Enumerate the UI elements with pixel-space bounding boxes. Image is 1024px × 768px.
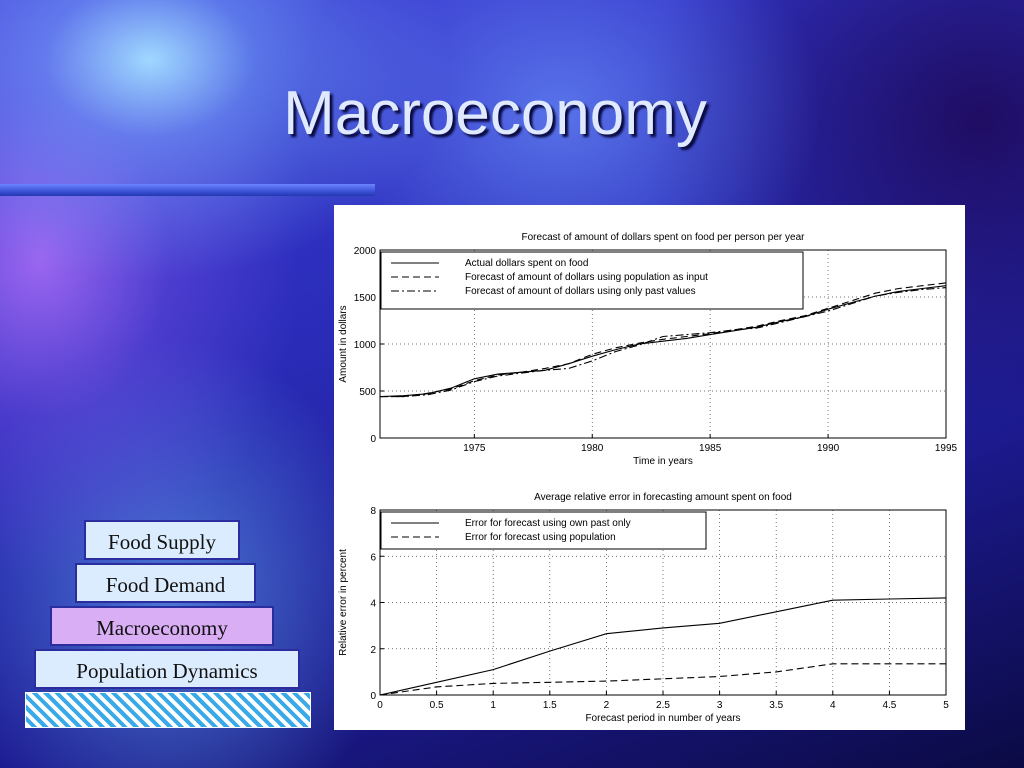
y-tick-label: 8: [370, 506, 376, 517]
x-tick-label: 4: [830, 700, 836, 711]
pyramid-population-dynamics: Population Dynamics: [34, 649, 300, 689]
legend-label: Error for forecast using population: [465, 532, 616, 543]
series-line-1: [379, 663, 946, 696]
x-tick-label: 0: [377, 700, 383, 711]
series-line-0: [379, 597, 947, 696]
y-tick-label: 2000: [354, 246, 377, 257]
chart-title: Forecast of amount of dollars spent on f…: [522, 232, 806, 243]
x-tick-label: 2.5: [656, 700, 670, 711]
y-axis-label: Amount in dollars: [338, 305, 349, 382]
y-tick-label: 0: [370, 434, 376, 445]
legend-label: Error for forecast using own past only: [465, 518, 631, 529]
y-axis-label: Relative error in percent: [338, 549, 349, 656]
x-tick-label: 1: [490, 700, 496, 711]
y-tick-label: 1000: [354, 340, 377, 351]
y-tick-label: 4: [370, 599, 376, 610]
x-tick-label: 1985: [699, 443, 722, 454]
x-tick-label: 1.5: [543, 700, 557, 711]
x-tick-label: 3: [717, 700, 723, 711]
series-line-1: [380, 282, 947, 398]
chart-figure: 1975 1980 1985 1990 1995 0 500 1000 1500 2000 Fore…: [334, 205, 965, 730]
legend-box: [380, 251, 804, 310]
pyramid-macroeconomy-highlighted: Macroeconomy: [50, 606, 274, 646]
slide-title: Macroeconomy: [283, 79, 707, 148]
chart-title: Average relative error in forecasting am…: [534, 492, 792, 503]
pyramid-hatched-base: [25, 692, 311, 728]
x-tick-label: 2: [604, 700, 610, 711]
series-line-0: [379, 285, 947, 398]
x-axis-label: Time in years: [633, 456, 693, 467]
x-tick-label: 1995: [935, 443, 958, 454]
x-tick-label: 1975: [463, 443, 486, 454]
pyramid-food-demand: Food Demand: [75, 563, 256, 603]
legend-label: Forecast of amount of dollars using popu…: [465, 272, 708, 283]
y-tick-label: 6: [370, 552, 376, 563]
legend-label: Forecast of amount of dollars using only…: [465, 286, 696, 297]
x-axis-label: Forecast period in number of years: [585, 713, 740, 724]
charts-svg: 1975 1980 1985 1990 19950500100015002000Fore…: [338, 232, 958, 724]
y-tick-label: 0: [370, 691, 376, 702]
x-tick-label: 1990: [817, 443, 840, 454]
x-tick-label: 5: [943, 700, 949, 711]
y-tick-label: 2: [370, 645, 376, 656]
y-tick-label: 1500: [354, 293, 377, 304]
series-line-2: [380, 287, 947, 398]
legend-box: [380, 511, 707, 550]
legend-label: Actual dollars spent on food: [465, 258, 588, 269]
x-tick-label: 0.5: [430, 700, 444, 711]
title-underline-bar: [0, 184, 375, 196]
y-tick-label: 500: [359, 387, 376, 398]
x-tick-label: 1980: [581, 443, 604, 454]
x-tick-label: 4.5: [882, 700, 896, 711]
x-tick-label: 3.5: [769, 700, 783, 711]
pyramid-food-supply: Food Supply: [84, 520, 240, 560]
